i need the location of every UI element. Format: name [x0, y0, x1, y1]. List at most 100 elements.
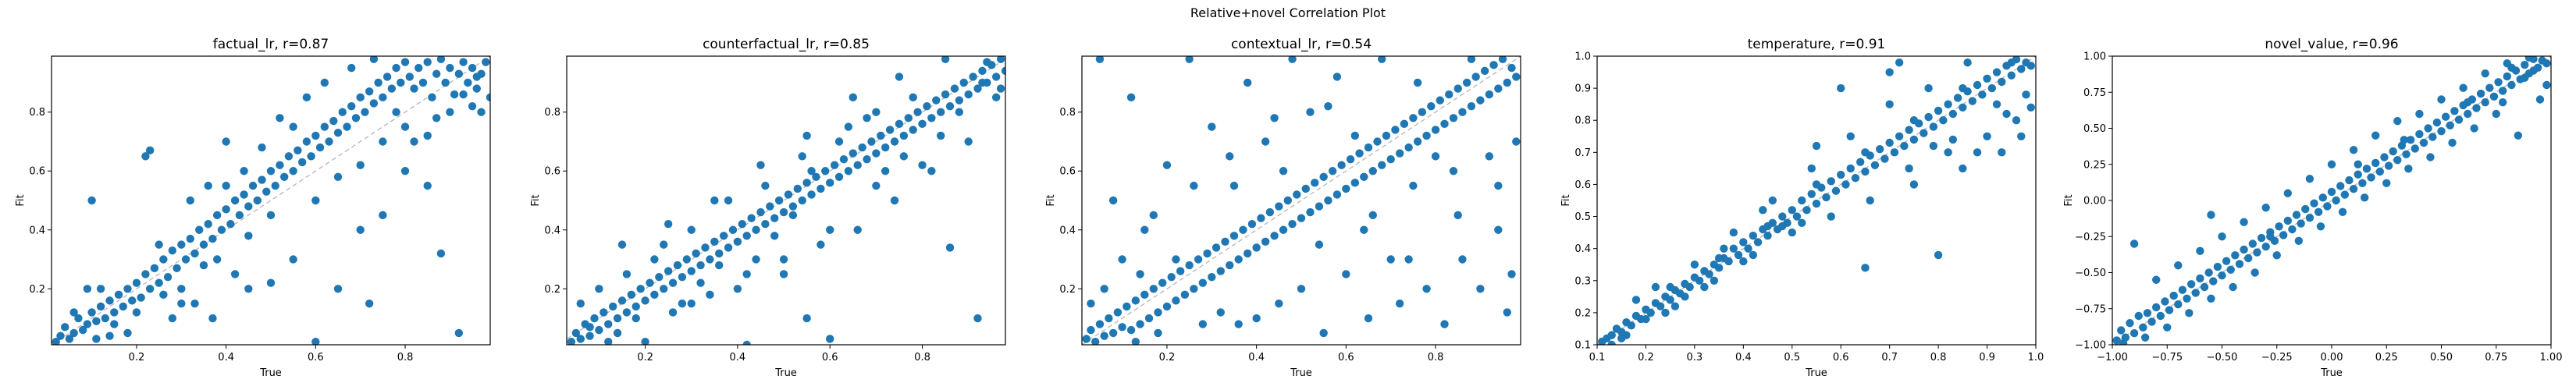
data-point	[2419, 138, 2428, 147]
x-tick-label: 0.2	[1159, 352, 1176, 363]
data-point	[110, 320, 119, 328]
data-point	[1503, 78, 1511, 87]
scatter-points	[567, 56, 1005, 345]
data-point	[141, 152, 150, 161]
data-point	[1306, 207, 1315, 217]
data-point	[2411, 144, 2419, 153]
data-point	[159, 255, 168, 264]
data-point	[1710, 276, 1719, 285]
data-point	[1332, 190, 1342, 199]
data-point	[2253, 248, 2261, 257]
data-point	[1293, 190, 1301, 199]
data-point	[1418, 108, 1427, 116]
data-point	[1162, 161, 1172, 169]
x-tick-label: 0.6	[822, 352, 838, 363]
data-point	[2222, 257, 2231, 265]
data-point	[2174, 300, 2183, 309]
data-point	[1802, 206, 1811, 214]
data-point	[2498, 87, 2507, 95]
data-point	[964, 137, 973, 146]
x-tick-label: 0.5	[1784, 352, 1800, 363]
data-point	[2117, 326, 2126, 335]
data-point	[347, 101, 356, 111]
data-point	[655, 272, 664, 282]
data-point	[2446, 121, 2454, 129]
data-point	[867, 137, 876, 146]
x-tick-label: 0.7	[1881, 352, 1898, 363]
data-point	[186, 234, 194, 243]
data-point	[365, 299, 374, 308]
data-point	[1087, 325, 1095, 335]
data-point	[1734, 250, 1743, 260]
data-point	[2349, 146, 2358, 154]
data-point	[2310, 199, 2318, 207]
x-tick-label: 0.50	[2430, 352, 2453, 363]
data-point	[1364, 314, 1373, 323]
data-point	[114, 290, 123, 300]
data-point	[1851, 174, 1860, 183]
data-point	[87, 196, 96, 205]
data-point	[1924, 112, 1933, 122]
data-point	[1378, 56, 1386, 63]
data-point	[2196, 246, 2204, 255]
data-point	[2393, 117, 2402, 126]
data-point	[613, 314, 622, 323]
data-point	[1453, 84, 1462, 93]
data-point	[1909, 180, 1919, 189]
data-point	[253, 196, 262, 205]
data-point	[2524, 56, 2534, 62]
data-point	[1247, 220, 1257, 229]
data-point	[890, 196, 899, 205]
data-point	[2283, 189, 2292, 197]
data-point	[432, 69, 441, 78]
data-point	[844, 167, 853, 176]
data-point	[212, 255, 222, 264]
data-point	[159, 290, 168, 300]
data-point	[1283, 196, 1292, 205]
data-point	[1875, 145, 1884, 154]
data-point	[1827, 177, 1835, 186]
data-point	[482, 58, 490, 66]
data-point	[110, 308, 119, 317]
data-point	[613, 328, 622, 338]
data-point	[356, 161, 365, 169]
data-point	[706, 290, 714, 300]
data-point	[132, 278, 141, 287]
data-point	[96, 302, 105, 311]
data-point	[1288, 56, 1297, 63]
data-point	[1831, 186, 1841, 195]
data-point	[2275, 222, 2283, 231]
data-point	[1895, 58, 1904, 67]
data-point	[1431, 152, 1440, 161]
data-point	[1467, 101, 1476, 111]
data-point	[208, 314, 217, 323]
identity-line	[1082, 56, 1521, 345]
data-point	[664, 267, 673, 275]
y-tick-label: −0.25	[2075, 232, 2106, 243]
data-point	[807, 167, 816, 176]
data-point	[65, 335, 74, 343]
data-point	[173, 264, 181, 273]
data-point	[190, 249, 199, 258]
data-point	[1378, 161, 1386, 169]
data-point	[1749, 250, 1758, 260]
data-point	[872, 149, 881, 158]
data-point	[105, 296, 114, 305]
data-point	[1422, 131, 1431, 140]
data-point	[338, 108, 347, 116]
data-point	[1355, 149, 1364, 158]
data-point	[941, 56, 950, 63]
data-point	[1297, 285, 1306, 293]
data-point	[2492, 109, 2500, 119]
y-tick-label: 0.6	[544, 166, 560, 178]
data-point	[1992, 68, 2001, 76]
x-tick-label: 0.00	[2321, 352, 2343, 363]
data-point	[284, 152, 294, 161]
y-tick-label: 0.8	[1059, 107, 1076, 119]
data-point	[567, 338, 576, 345]
data-point	[1257, 214, 1265, 222]
x-tick-label: 1.0	[2028, 352, 2044, 363]
data-point	[2323, 202, 2332, 211]
data-point	[1265, 207, 1275, 217]
data-point	[1158, 278, 1167, 287]
